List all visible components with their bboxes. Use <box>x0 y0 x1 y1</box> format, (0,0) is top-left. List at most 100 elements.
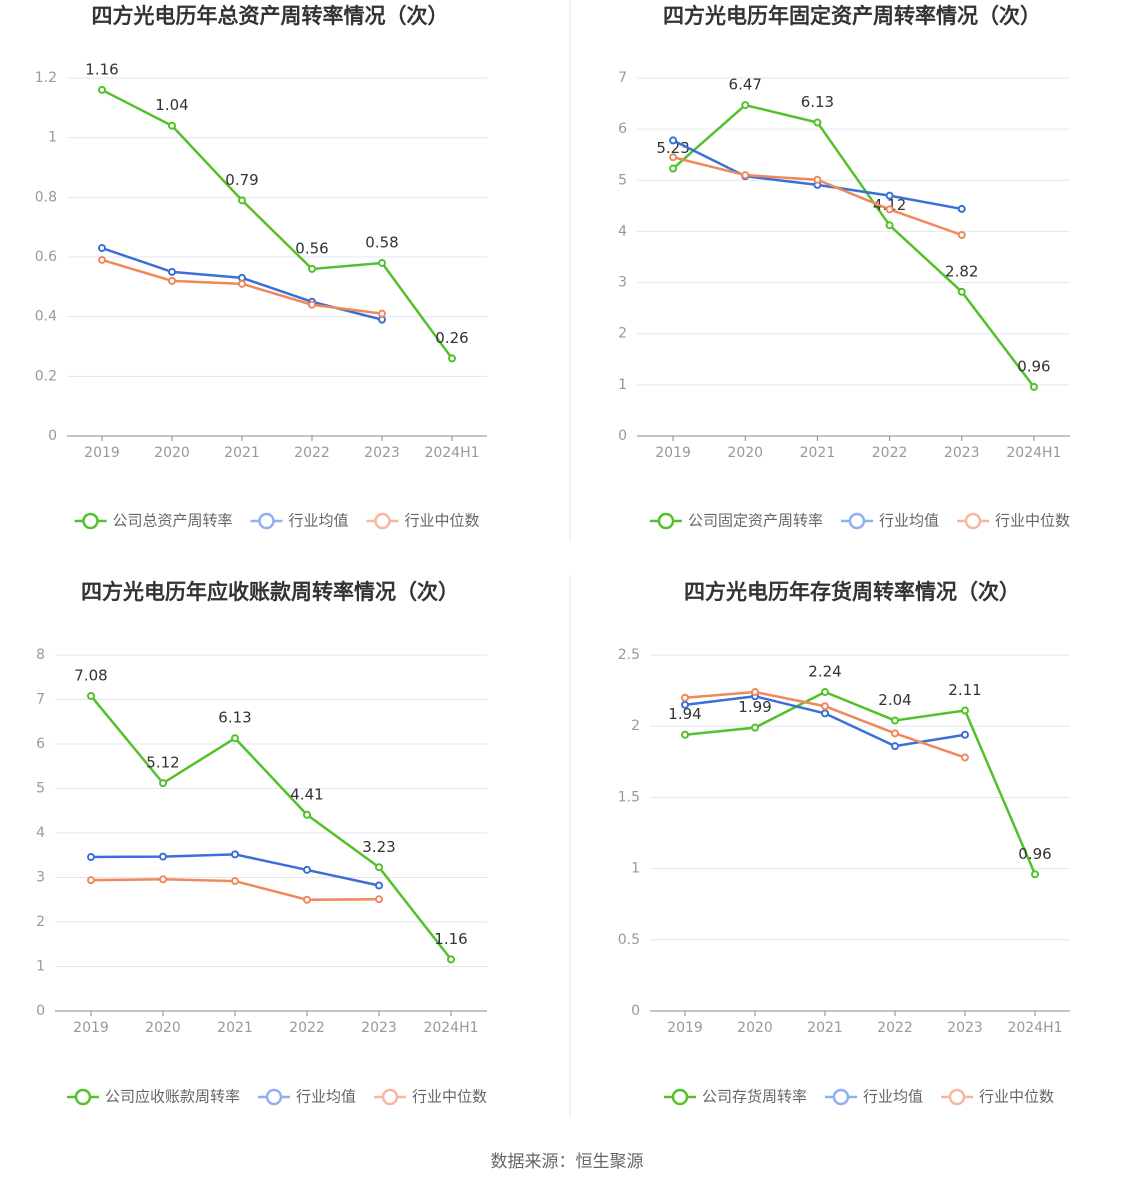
point <box>681 700 689 709</box>
y-tick-label: 6 <box>36 736 45 752</box>
point <box>957 204 966 213</box>
data-label: 6.13 <box>218 709 251 727</box>
data-label: 1.94 <box>668 705 701 723</box>
series-line <box>90 695 452 961</box>
data-label: 4.12 <box>873 196 906 214</box>
data-label: 0.56 <box>295 239 328 257</box>
y-tick-label: 0.6 <box>35 249 57 265</box>
point <box>891 742 899 751</box>
point <box>751 723 759 732</box>
legend-icon <box>671 1088 689 1106</box>
y-tick-label: 0 <box>48 428 57 444</box>
y-tick-label: 1 <box>631 861 640 877</box>
legend-label: 行业中位数 <box>412 1088 487 1106</box>
point <box>957 231 966 240</box>
y-tick-label: 6 <box>618 121 627 137</box>
x-tick-label: 2020 <box>145 1020 181 1036</box>
point <box>669 164 678 173</box>
x-tick-label: 2020 <box>154 445 190 461</box>
legend-label: 行业中位数 <box>405 512 480 530</box>
legend-label: 公司固定资产周转率 <box>688 512 823 530</box>
data-label: 0.96 <box>1018 845 1051 863</box>
point <box>303 810 311 819</box>
y-tick-label: 2 <box>618 326 627 342</box>
legend-label: 行业中位数 <box>979 1088 1054 1106</box>
legend-label: 行业均值 <box>296 1088 356 1106</box>
data-label: 4.41 <box>290 785 323 803</box>
data-label: 1.99 <box>738 698 771 716</box>
point <box>378 309 386 318</box>
point <box>669 136 678 145</box>
point <box>375 881 383 890</box>
x-tick-label: 2021 <box>217 1020 253 1036</box>
x-tick-label: 2024H1 <box>1007 1020 1062 1036</box>
point <box>375 895 383 904</box>
y-tick-label: 3 <box>36 870 45 886</box>
data-label: 0.58 <box>365 233 398 251</box>
x-tick-label: 2022 <box>289 1020 325 1036</box>
legend-label: 公司应收账款周转率 <box>105 1088 240 1106</box>
point <box>87 876 95 885</box>
point <box>87 853 95 862</box>
point <box>168 267 176 276</box>
x-tick-label: 2021 <box>224 445 260 461</box>
chart-title: 四方光电历年存货周转率情况（次） <box>684 580 1020 604</box>
point <box>885 205 894 214</box>
y-tick-label: 1 <box>48 130 57 146</box>
y-tick-label: 1 <box>36 959 45 975</box>
x-tick-label: 2019 <box>73 1020 109 1036</box>
x-tick-label: 2019 <box>655 445 691 461</box>
y-tick-label: 2 <box>631 718 640 734</box>
y-tick-label: 3 <box>618 275 627 291</box>
data-label: 2.24 <box>808 663 841 681</box>
legend-icon <box>832 1088 850 1106</box>
point <box>891 729 899 738</box>
chart-title: 四方光电历年应收账款周转率情况（次） <box>81 580 459 604</box>
point <box>98 244 106 253</box>
chart-title: 四方光电历年固定资产周转率情况（次） <box>663 4 1041 28</box>
point <box>669 153 678 162</box>
legend-icon <box>948 1088 966 1106</box>
source: 数据来源：恒生聚源 <box>491 1152 644 1172</box>
legend-icon <box>74 1088 92 1106</box>
point <box>751 688 759 697</box>
x-tick-label: 2019 <box>667 1020 703 1036</box>
legend-icon <box>374 512 391 530</box>
point <box>447 955 455 964</box>
x-tick-label: 2022 <box>877 1020 913 1036</box>
point <box>1029 382 1038 391</box>
series-line <box>101 88 454 360</box>
legend-icon <box>848 512 866 530</box>
point <box>741 101 750 110</box>
point <box>885 221 894 230</box>
point <box>303 865 311 874</box>
y-tick-label: 0.5 <box>618 932 640 948</box>
x-tick-label: 2021 <box>807 1020 843 1036</box>
data-label: 1.16 <box>85 60 118 78</box>
y-tick-label: 1 <box>618 377 627 393</box>
y-tick-label: 0.2 <box>35 368 57 384</box>
data-label: 1.04 <box>155 96 188 114</box>
y-tick-label: 2.5 <box>618 647 640 663</box>
point <box>231 877 239 886</box>
data-label: 3.23 <box>362 838 395 856</box>
x-tick-label: 2021 <box>800 445 836 461</box>
series-line <box>684 690 1037 875</box>
y-tick-label: 0 <box>36 1003 45 1019</box>
point <box>375 863 383 872</box>
point <box>159 875 167 884</box>
point <box>159 852 167 861</box>
x-tick-label: 2020 <box>727 445 763 461</box>
legend-icon <box>381 1088 399 1106</box>
point <box>448 354 456 363</box>
series-line <box>672 139 962 211</box>
point <box>1031 870 1039 879</box>
y-tick-label: 4 <box>36 825 45 841</box>
legend-label: 行业均值 <box>863 1088 923 1106</box>
data-label: 0.79 <box>225 171 258 189</box>
point <box>238 279 246 288</box>
point <box>98 85 106 94</box>
point <box>231 734 239 743</box>
point <box>891 716 899 725</box>
series-line <box>672 103 1035 388</box>
